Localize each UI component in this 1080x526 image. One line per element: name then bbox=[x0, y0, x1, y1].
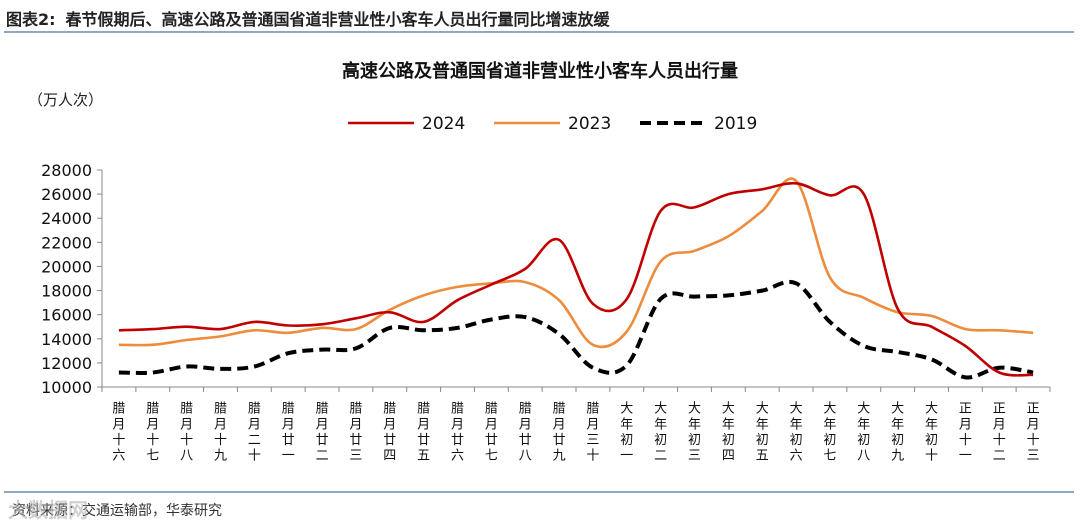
x-tick-label: 大年初四 bbox=[722, 402, 735, 464]
y-tick-label: 14000 bbox=[41, 330, 92, 349]
y-tick-label: 12000 bbox=[41, 354, 92, 373]
x-tick-label: 正月十二 bbox=[993, 402, 1006, 464]
footer-divider bbox=[4, 491, 1074, 493]
y-tick-label: 24000 bbox=[41, 209, 92, 228]
y-tick-label: 22000 bbox=[41, 233, 92, 252]
x-tick-label: 大年初九 bbox=[891, 402, 904, 464]
x-tick-label: 腊月廿四 bbox=[383, 402, 396, 464]
x-tick-label: 腊月廿二 bbox=[316, 402, 329, 464]
x-tick-label: 正月十三 bbox=[1027, 402, 1040, 464]
x-tick-label: 腊月廿三 bbox=[349, 402, 362, 464]
x-tick-label: 大年初六 bbox=[790, 402, 803, 464]
x-tick-label: 腊月三十 bbox=[586, 402, 599, 464]
x-tick-label: 腊月廿五 bbox=[417, 402, 430, 464]
watermark: 大数据网 bbox=[8, 498, 88, 522]
legend-label-2019: 2019 bbox=[714, 114, 757, 134]
x-tick-label: 大年初三 bbox=[688, 402, 701, 464]
figure-header: 图表2: 春节假期后、高速公路及普通国省道非营业性小客车人员出行量同比增速放缓 bbox=[6, 6, 610, 30]
chart-title: 高速公路及普通国省道非营业性小客车人员出行量 bbox=[342, 60, 738, 82]
source-note: 资料来源：交通运输部，华泰研究 bbox=[12, 503, 222, 519]
x-tick-label: 大年初一 bbox=[620, 402, 633, 464]
x-tick-label: 正月十一 bbox=[959, 402, 972, 464]
x-tick-label: 大年初八 bbox=[857, 402, 870, 464]
x-tick-label: 大年初十 bbox=[925, 402, 938, 464]
x-tick-label: 腊月十九 bbox=[214, 402, 227, 464]
legend-label-2023: 2023 bbox=[568, 114, 611, 134]
y-tick-label: 16000 bbox=[41, 306, 92, 325]
y-tick-label: 26000 bbox=[41, 185, 92, 204]
x-tick-label: 腊月廿一 bbox=[282, 402, 295, 464]
x-tick-label: 大年初七 bbox=[823, 402, 836, 464]
legend: 2024 2023 2019 bbox=[348, 114, 757, 134]
series-line-2023 bbox=[118, 177, 1034, 349]
x-tick-label: 腊月二十 bbox=[248, 402, 261, 464]
series-layer bbox=[118, 177, 1034, 380]
legend-label-2024: 2024 bbox=[422, 114, 465, 134]
header-divider bbox=[4, 31, 1074, 33]
y-tick-label: 10000 bbox=[41, 378, 92, 397]
y-tick-label: 18000 bbox=[41, 282, 92, 301]
y-axis-unit-label: （万人次） bbox=[28, 91, 103, 109]
x-tick-label: 腊月廿六 bbox=[451, 402, 464, 464]
x-tick-label: 腊月十八 bbox=[180, 402, 193, 464]
x-tick-label: 腊月廿九 bbox=[553, 402, 566, 464]
figure-title: 春节假期后、高速公路及普通国省道非营业性小客车人员出行量同比增速放缓 bbox=[65, 10, 610, 29]
x-tick-label: 大年初二 bbox=[654, 402, 667, 464]
x-tick-label: 腊月十六 bbox=[112, 402, 125, 464]
x-tick-label: 腊月廿八 bbox=[519, 402, 532, 464]
figure-label: 图表2: bbox=[6, 10, 56, 29]
x-tick-label: 大年初五 bbox=[756, 402, 769, 464]
x-tick-label: 腊月廿七 bbox=[485, 402, 498, 464]
series-line-2019 bbox=[118, 279, 1034, 380]
x-tick-label: 腊月十七 bbox=[146, 402, 159, 464]
y-tick-label: 28000 bbox=[41, 161, 92, 180]
axes: 10000 12000 14000 16000 18000 20000 22000 24000… bbox=[41, 161, 1051, 464]
series-line-2024 bbox=[118, 181, 1034, 377]
y-tick-label: 20000 bbox=[41, 257, 92, 276]
